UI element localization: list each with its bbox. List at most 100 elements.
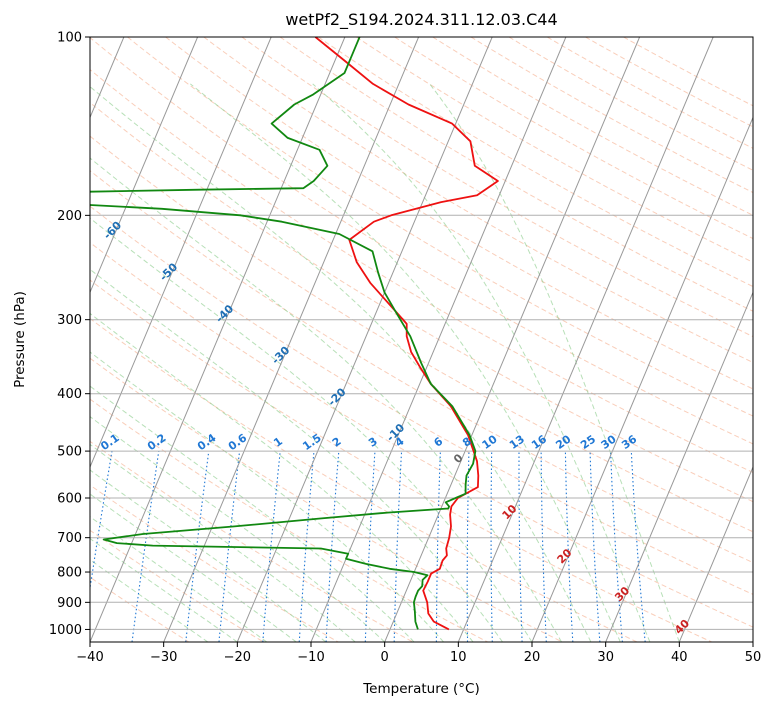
y-tick-label: 600 [57, 492, 82, 507]
dry-adiabat [90, 241, 753, 628]
moist-adiabat [90, 217, 533, 642]
dry-adiabat [90, 529, 264, 642]
dry-adiabat [203, 37, 753, 364]
isotherm-label: -60 [101, 219, 124, 242]
isotherm-label: 40 [672, 617, 692, 637]
y-tick-label: 300 [57, 313, 82, 328]
isotherm-line [752, 640, 753, 642]
moist-adiabat [429, 83, 680, 642]
isotherm-line [90, 37, 272, 469]
temperature-line [314, 37, 499, 631]
moist-adiabat [90, 312, 474, 642]
isotherm-label: -70 [45, 177, 68, 200]
mixing-ratio-label: 16 [529, 432, 549, 452]
mixing-ratio-label: 13 [507, 433, 527, 452]
isotherm-line [90, 37, 199, 294]
x-tick-label: −20 [224, 650, 251, 665]
mixing-ratio-label: 4 [393, 435, 407, 450]
mixing-ratio-label: 2 [330, 435, 344, 450]
moist-adiabat [90, 469, 327, 642]
y-tick-label: 700 [57, 531, 82, 546]
mixing-ratio-line [262, 451, 281, 642]
mixing-ratio-line [630, 451, 646, 642]
dry-adiabat [90, 484, 339, 642]
dry-adiabat [90, 37, 753, 445]
mixing-ratio-label: 0.6 [226, 431, 250, 453]
isotherm-line [531, 116, 753, 642]
x-tick-label: −40 [76, 650, 103, 665]
isotherm-label: -50 [157, 260, 180, 283]
dry-adiabat [90, 576, 190, 642]
mixing-ratio-line [490, 451, 493, 642]
dry-adiabat [165, 37, 753, 390]
dry-adiabat [394, 37, 753, 240]
x-axis-ticks: −40 −30 −20 −10 0 10 20 30 40 50 [76, 642, 761, 665]
moist-adiabat [312, 83, 651, 642]
mixing-ratio-line [435, 451, 441, 642]
chart-title: wetPf2_S194.2024.311.12.03.C44 [285, 10, 557, 30]
mixing-ratio-line [90, 451, 113, 592]
x-axis-label: Temperature (°C) [362, 681, 480, 697]
dry-adiabat [585, 37, 753, 128]
isotherm-line [457, 37, 714, 642]
moist-adiabat [90, 351, 444, 642]
x-tick-label: 20 [524, 650, 541, 665]
plot-frame [89, 36, 754, 643]
dry-adiabat [90, 68, 753, 474]
moist-adiabat [90, 385, 415, 642]
mixing-ratio-label: 6 [432, 435, 446, 450]
y-tick-label: 200 [57, 209, 82, 224]
mixing-ratio-line [185, 451, 210, 642]
dry-adiabat [90, 170, 753, 564]
y-tick-label: 400 [57, 387, 82, 402]
dry-adiabat [90, 205, 753, 595]
mixing-ratio-label: 36 [619, 432, 639, 452]
profile-series [90, 37, 499, 631]
dry-adiabat [90, 279, 712, 642]
moist-adiabat [90, 493, 297, 642]
mixing-ratio-line [518, 451, 523, 642]
y-axis-label: Pressure (hPa) [12, 291, 28, 388]
moist-adiabat [90, 85, 592, 642]
mixing-ratio-label: 0.2 [145, 431, 168, 453]
pressure-gridlines [90, 37, 753, 630]
x-tick-label: 0 [381, 650, 389, 665]
y-tick-label: 900 [57, 596, 82, 611]
isotherm-label: 20 [555, 546, 575, 566]
isotherm-line [605, 291, 753, 642]
mixing-ratio-label: 1.5 [300, 431, 323, 453]
moist-adiabat [189, 83, 621, 642]
dry-adiabat [318, 37, 753, 288]
x-tick-label: 30 [597, 650, 614, 665]
isotherm-label: 30 [612, 584, 632, 604]
mixing-ratio-line [393, 451, 403, 642]
x-tick-label: 10 [450, 650, 467, 665]
dry-adiabat [90, 135, 753, 533]
x-tick-label: −10 [297, 650, 324, 665]
y-tick-label: 100 [57, 31, 82, 46]
isotherm-line [310, 37, 567, 642]
mixing-ratio-line [364, 451, 376, 642]
plot-area: -100-90-80-70-60-50-40-30-20-10010203040… [0, 37, 753, 642]
mixing-ratio-line [131, 451, 160, 642]
y-tick-label: 500 [57, 445, 82, 460]
mixing-ratio-line [589, 451, 601, 642]
moist-adiabat [90, 443, 356, 642]
y-axis-ticks: 100 200 300 400 500 600 700 800 900 1000 [49, 31, 90, 638]
mixing-ratio-line [298, 451, 315, 642]
dry-adiabat [241, 37, 753, 338]
isotherms [90, 37, 753, 642]
moist-adiabat [90, 268, 503, 642]
isotherm-label: -80 [0, 135, 12, 158]
isotherm-line [236, 37, 493, 642]
isotherm-line [678, 465, 753, 642]
dry-adiabat [90, 398, 488, 642]
dry-adiabat [432, 37, 753, 216]
isotherm-line [90, 37, 346, 642]
isotherm-line [384, 37, 641, 642]
dry-adiabat [546, 37, 753, 149]
x-tick-label: 50 [745, 650, 762, 665]
y-tick-label: 1000 [49, 623, 82, 638]
mixing-ratio-line [218, 451, 241, 642]
